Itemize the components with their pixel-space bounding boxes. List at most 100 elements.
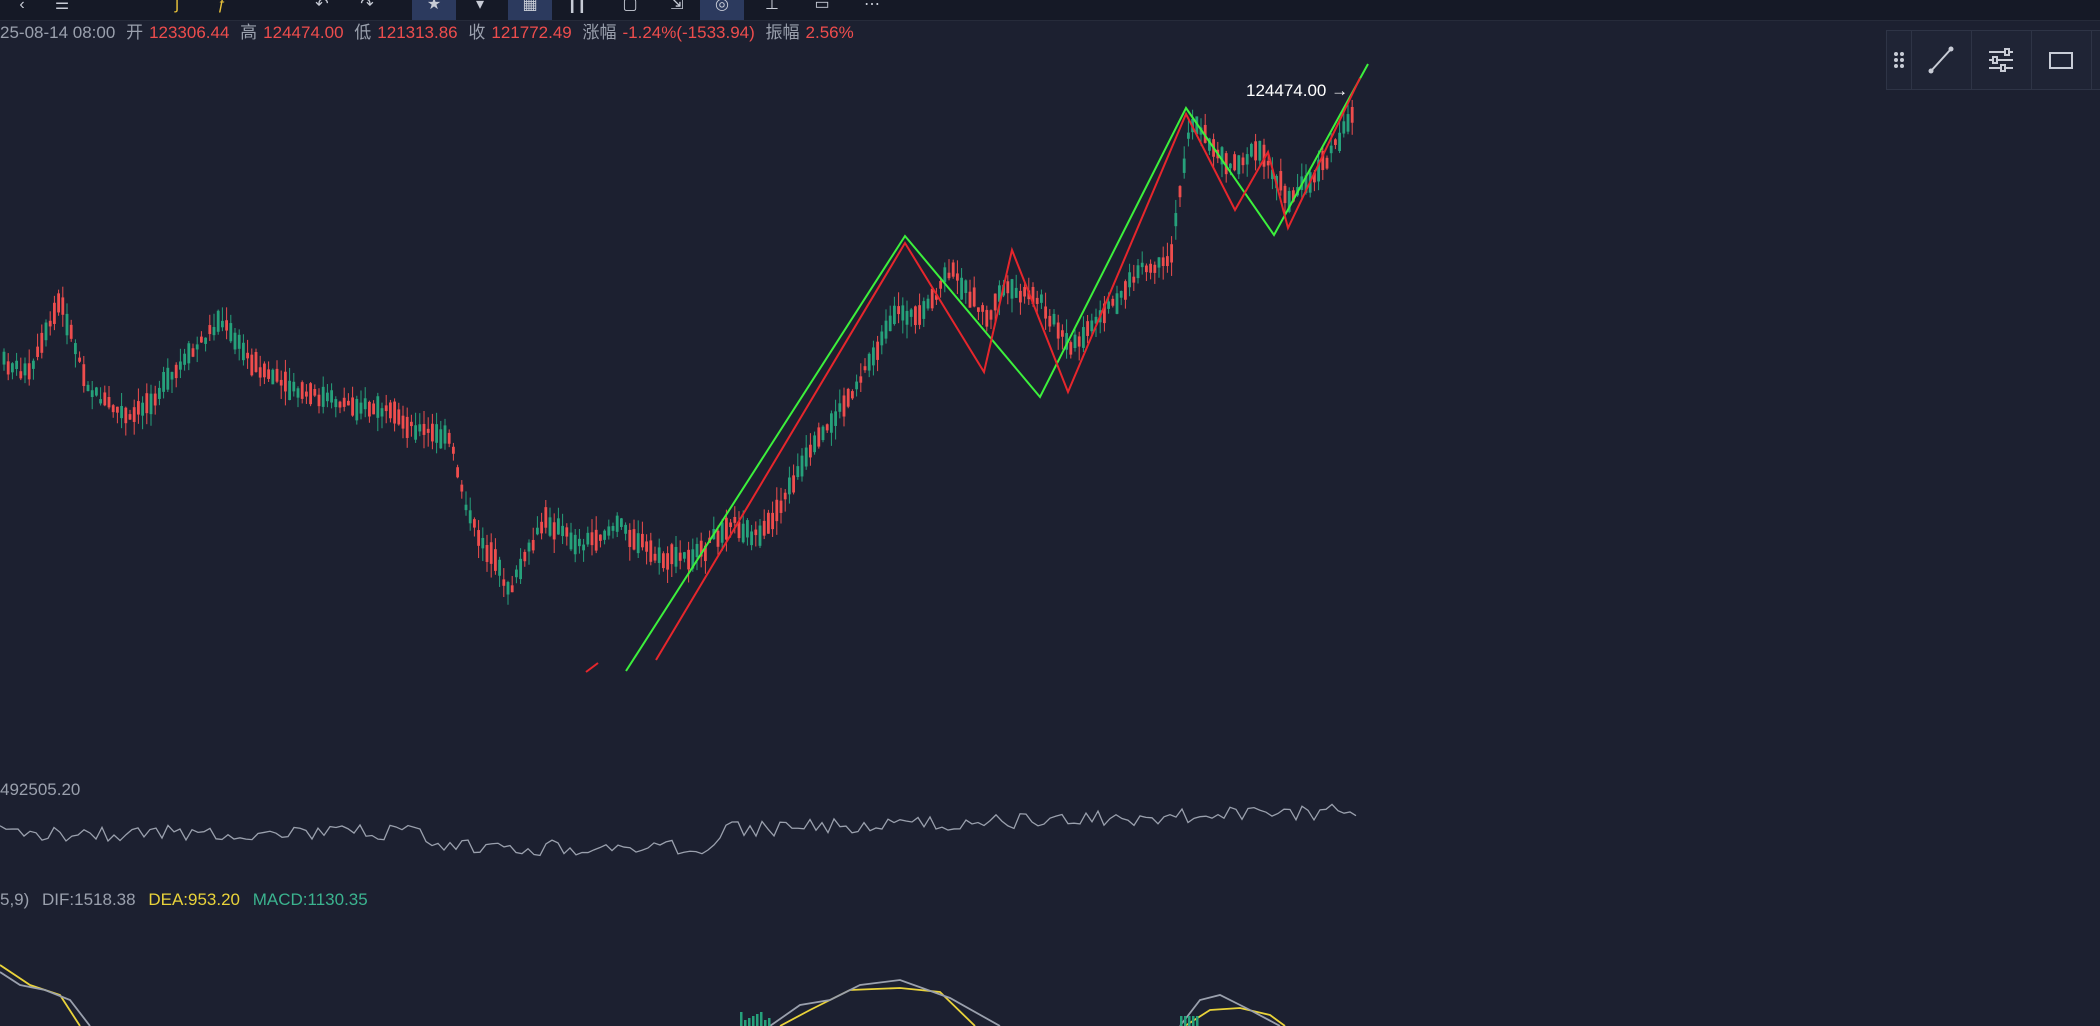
candle-body — [48, 320, 52, 327]
fx-icon[interactable]: ƒ — [217, 0, 227, 13]
candle-body — [779, 500, 783, 513]
candle-body — [321, 386, 325, 407]
amplitude-value: 2.56% — [805, 23, 854, 42]
indicator-icon[interactable]: ʃ — [175, 0, 179, 13]
candle-body — [183, 353, 186, 365]
drawing-icon[interactable]: ◎ — [700, 0, 744, 20]
candle-body — [174, 364, 178, 379]
candle-body — [99, 399, 102, 404]
candle-body — [951, 262, 955, 277]
change-label: 涨幅 — [582, 23, 617, 42]
low-value: 121313.86 — [377, 23, 458, 42]
candle-body — [19, 371, 23, 379]
candle-body — [1010, 279, 1014, 299]
candle-body — [1132, 276, 1136, 283]
candle-body — [1182, 158, 1186, 173]
candle-body — [842, 395, 846, 417]
candle-body — [1006, 281, 1010, 294]
candle-body — [1136, 265, 1140, 279]
candle-body — [170, 371, 174, 380]
candle-body — [943, 267, 947, 283]
candle-body — [1334, 139, 1337, 145]
candle-body — [95, 387, 98, 396]
candle-body — [901, 305, 905, 321]
screenshot-icon[interactable]: ▢ — [622, 0, 638, 13]
candle-body — [229, 323, 233, 342]
candle-body — [6, 361, 10, 375]
candle-body — [221, 320, 224, 328]
settings-icon[interactable] — [1971, 31, 2032, 89]
candle-body — [893, 305, 896, 325]
chevron-icon[interactable]: ‹ — [19, 0, 25, 13]
candle-body — [435, 424, 438, 443]
candle-body — [1304, 175, 1308, 193]
candle-body — [128, 414, 132, 420]
candles-icon[interactable]: ┃┃ — [567, 0, 587, 13]
more-icon[interactable]: ⋯ — [864, 0, 880, 13]
candle-body — [1166, 256, 1169, 267]
candle-body — [1086, 321, 1089, 336]
candle-body — [1044, 306, 1047, 319]
candle-body — [632, 529, 636, 550]
candle-body — [498, 559, 501, 576]
candle-body — [880, 331, 884, 346]
candle-body — [351, 397, 354, 416]
candle-body — [401, 415, 405, 429]
line-tool-icon[interactable] — [1911, 31, 1972, 89]
candle-body — [540, 521, 543, 534]
candle-body — [1262, 144, 1266, 167]
candle-body — [582, 544, 585, 551]
candle-body — [456, 467, 459, 478]
candle-body — [405, 416, 409, 438]
star-icon[interactable]: ★ — [412, 0, 456, 20]
drag-handle-icon[interactable] — [1887, 31, 1912, 89]
candle-body — [326, 392, 329, 402]
candle-body — [1342, 121, 1346, 134]
candle-body — [977, 307, 980, 312]
menu-icon[interactable]: ☰ — [54, 0, 70, 13]
dropdown-icon[interactable]: ▾ — [475, 0, 485, 13]
redo-icon[interactable]: ↷ — [360, 0, 374, 13]
candle-body — [897, 306, 900, 315]
candlestick-series — [2, 99, 1354, 605]
candle-body — [1224, 153, 1228, 175]
candle-body — [510, 585, 514, 593]
zigzag-line-red — [655, 77, 1361, 661]
candle-body — [758, 525, 762, 546]
candle-body — [1258, 140, 1262, 161]
rectangle-icon[interactable] — [2031, 31, 2092, 89]
high-value: 124474.00 — [263, 23, 344, 42]
candle-body — [573, 534, 577, 555]
zigzag-line-green — [625, 63, 1369, 672]
candle-body — [1350, 106, 1354, 123]
candle-body — [1279, 171, 1283, 191]
candle-body — [704, 545, 707, 562]
candle-body — [561, 525, 564, 537]
candle-body — [683, 552, 686, 559]
candle-body — [263, 363, 266, 378]
candle-body — [1233, 154, 1236, 171]
macd-bar — [760, 1012, 763, 1026]
window-icon[interactable]: ▭ — [814, 0, 830, 13]
low-label: 低 — [354, 23, 372, 42]
candle-body — [1325, 157, 1329, 169]
compare-icon[interactable]: ⇲ — [670, 0, 684, 13]
open-label: 开 — [126, 23, 144, 42]
layout-icon[interactable]: ▦ — [508, 0, 552, 20]
candle-body — [586, 532, 590, 545]
candle-body — [74, 343, 77, 355]
pin-icon[interactable]: ⊥ — [765, 0, 779, 13]
undo-icon[interactable]: ↶ — [315, 0, 329, 13]
candle-body — [699, 540, 703, 557]
candle-body — [15, 360, 18, 369]
candle-body — [431, 423, 434, 442]
open-value: 123306.44 — [149, 23, 230, 42]
candle-body — [1082, 327, 1085, 348]
candle-body — [124, 407, 128, 424]
candle-body — [1073, 334, 1077, 349]
candle-body — [347, 400, 350, 406]
candle-body — [544, 507, 548, 528]
candle-body — [355, 398, 359, 421]
candle-body — [439, 429, 443, 449]
